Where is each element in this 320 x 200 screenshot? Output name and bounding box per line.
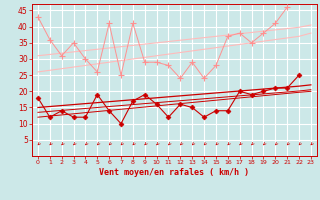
X-axis label: Vent moyen/en rafales ( km/h ): Vent moyen/en rafales ( km/h ) [100,168,249,177]
